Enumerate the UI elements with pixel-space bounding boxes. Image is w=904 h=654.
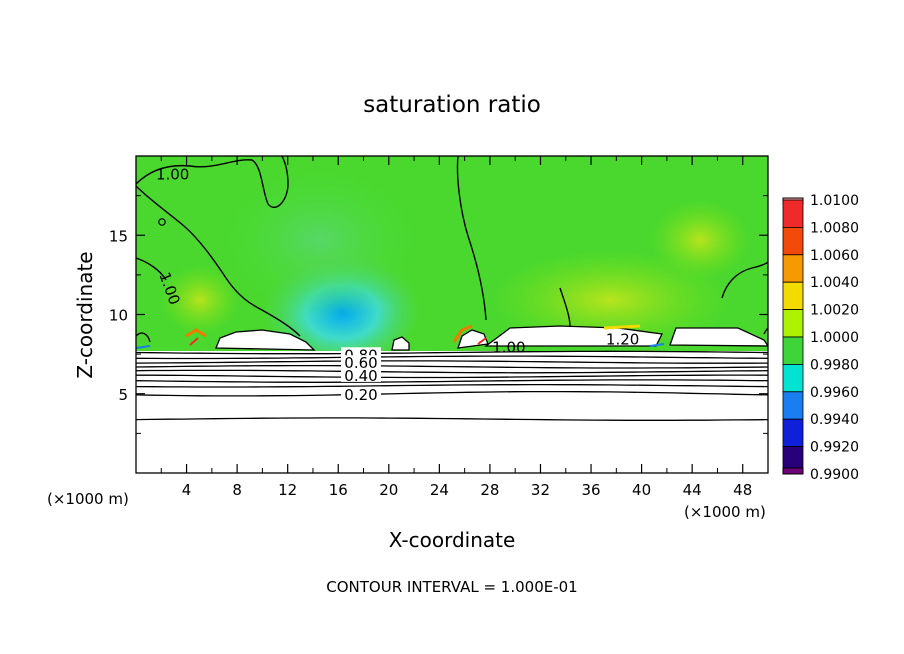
white-pocket-2: [391, 336, 410, 351]
colorbar-swatch: [782, 467, 804, 475]
colorbar-swatch: [782, 254, 804, 283]
plot-area: 1.001.001.001.200.800.600.400.20: [136, 156, 768, 473]
contour-line: [136, 350, 768, 355]
colorbar-label: 1.0060: [810, 248, 859, 264]
yellowish-region-2: [160, 265, 240, 335]
y-axis-ticks: 5 10 15: [109, 195, 768, 434]
colorbar-swatch: [782, 226, 804, 256]
colorbar-label: 1.0020: [810, 303, 859, 319]
contour-line: [136, 369, 768, 374]
colorbar-swatch: [782, 281, 804, 311]
y-tick-label: 5: [118, 386, 128, 404]
contour-label-bg: [340, 355, 381, 370]
blue-accent-2: [649, 343, 665, 347]
x-unit-right: (×1000 m): [684, 503, 766, 521]
colorbar-label: 1.0040: [810, 275, 859, 291]
contour-label: 0.40: [344, 367, 377, 385]
orange-accent-1: [185, 328, 207, 338]
contour-label: 1.20: [606, 330, 639, 348]
subsaturated-region: [136, 351, 768, 473]
x-tick-label: 8: [232, 481, 242, 499]
colorbar-label: 0.9960: [810, 385, 859, 401]
contour-label: 1.00: [492, 338, 525, 356]
colorbar-swatch: [782, 363, 804, 393]
colorbar-label: 0.9900: [810, 467, 859, 483]
x-tick-label: 32: [531, 481, 550, 499]
pale-region: [210, 160, 430, 320]
contour-label-bg: [340, 367, 381, 382]
colorbar-label: 0.9980: [810, 357, 859, 373]
y-axis-title: Z-coordinate: [73, 251, 97, 378]
x-tick-label: 12: [278, 481, 297, 499]
yellowish-region-1: [490, 250, 730, 350]
contour-label: 0.20: [344, 386, 377, 404]
contour-line: [136, 360, 768, 364]
colorbar-swatch: [782, 336, 804, 365]
white-pocket-5: [669, 327, 768, 347]
colorbar-label: 1.0000: [810, 330, 859, 346]
contour-line: [136, 417, 768, 421]
colorbar-swatch: [782, 418, 804, 448]
contour-lines-lower: [136, 350, 768, 421]
orange-accent-3: [452, 324, 473, 343]
x-tick-label: 48: [733, 481, 752, 499]
yellowish-region-3: [650, 200, 750, 280]
white-pocket-1: [215, 329, 316, 351]
x-tick-label: 28: [480, 481, 499, 499]
x-tick-label: 24: [430, 481, 449, 499]
x-unit-left: (×1000 m): [47, 490, 129, 508]
colorbar-label: 0.9940: [810, 412, 859, 428]
white-pocket-3: [457, 329, 489, 349]
colorbar: 1.0100 1.0080 1.0060 1.0040 1.0020 1.0000 0.99…: [782, 193, 859, 483]
contour-label-bg: [340, 386, 381, 401]
colorbar-label: 0.9920: [810, 440, 859, 456]
contour-line: [136, 383, 768, 388]
blue-accent-1: [136, 345, 151, 349]
contour-line: [136, 374, 768, 379]
colorbar-label: 1.0080: [810, 220, 859, 236]
contour-line: [136, 379, 768, 383]
x-tick-label: 36: [581, 481, 600, 499]
orange-accent-4: [477, 337, 487, 345]
colorbar-swatch: [782, 309, 804, 338]
colorbar-label: 1.0100: [810, 193, 859, 209]
small-contour-loop: [158, 218, 166, 226]
x-tick-label: 40: [632, 481, 651, 499]
contour-label: 1.00: [156, 166, 189, 184]
x-tick-label: 4: [182, 481, 192, 499]
y-tick-label: 10: [109, 307, 128, 325]
x-axis-title: X-coordinate: [389, 528, 516, 552]
y-tick-label: 15: [109, 227, 128, 245]
colorbar-swatch: [782, 391, 804, 420]
contour-line: [136, 355, 768, 360]
contour-label: 0.60: [344, 354, 377, 372]
contour-interval-note: CONTOUR INTERVAL = 1.000E-01: [326, 578, 577, 596]
x-tick-label: 44: [683, 481, 702, 499]
orange-accent-5: [603, 324, 641, 330]
x-axis-ticks: 4 8 12 16 20 24 28 32 36 40 44 48: [160, 156, 752, 499]
x-tick-label: 16: [329, 481, 348, 499]
colorbar-swatch: [782, 199, 804, 228]
chart-title: saturation ratio: [363, 92, 541, 118]
contour-lines-upper: [136, 156, 768, 343]
contour-line: [136, 390, 768, 397]
orange-accent-2: [189, 337, 199, 346]
contour-line: [136, 364, 768, 369]
x-tick-label: 20: [379, 481, 398, 499]
